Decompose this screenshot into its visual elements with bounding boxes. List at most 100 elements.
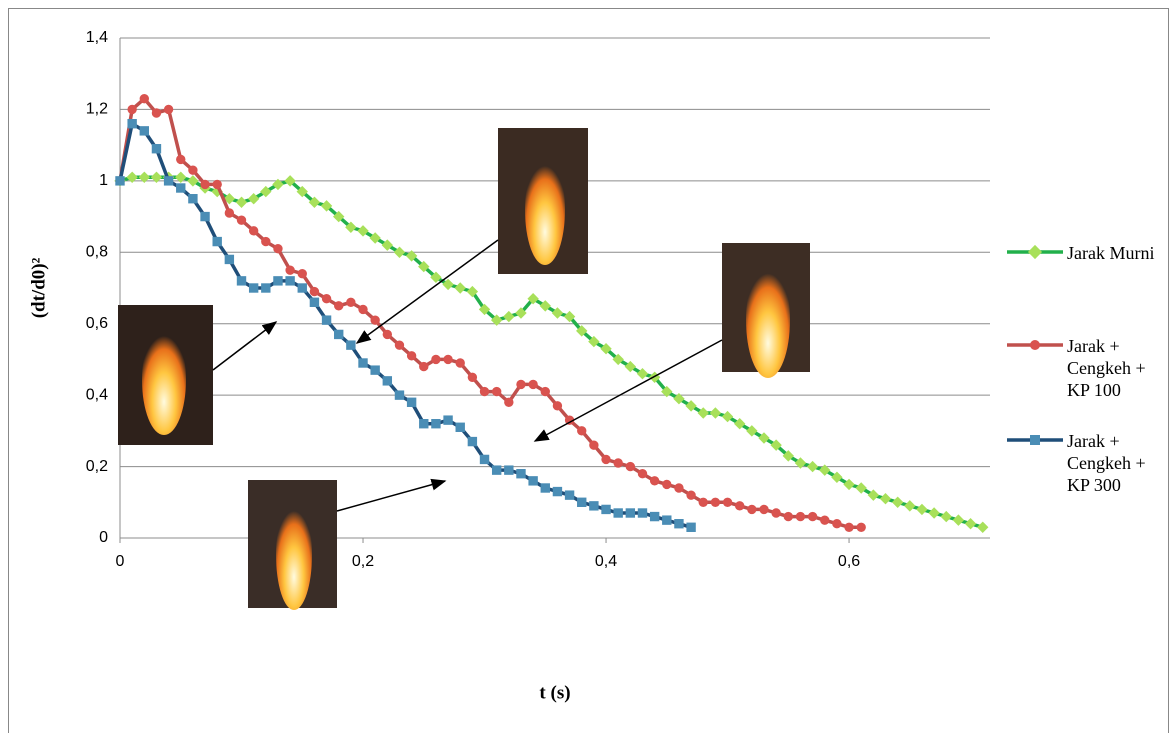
data-point xyxy=(249,284,257,292)
data-point xyxy=(468,373,476,381)
data-point xyxy=(638,470,646,478)
data-point xyxy=(298,284,306,292)
data-point xyxy=(201,212,209,220)
legend-label: Jarak + Cengkeh + KP 300 xyxy=(1067,430,1167,496)
data-point xyxy=(663,480,671,488)
data-point xyxy=(578,427,586,435)
data-point xyxy=(359,359,367,367)
y-tick-label: 0 xyxy=(99,529,108,546)
data-point xyxy=(383,377,391,385)
data-point xyxy=(529,477,537,485)
data-point xyxy=(395,391,403,399)
data-point xyxy=(274,245,282,253)
data-point xyxy=(420,420,428,428)
data-point xyxy=(808,512,816,520)
data-point xyxy=(723,498,731,506)
data-point xyxy=(760,505,768,513)
data-point xyxy=(553,402,561,410)
data-point xyxy=(808,462,818,472)
data-point xyxy=(262,237,270,245)
data-point xyxy=(966,519,976,529)
data-point xyxy=(201,180,209,188)
data-point xyxy=(116,177,124,185)
data-point xyxy=(917,504,927,514)
data-point xyxy=(335,330,343,338)
data-point xyxy=(140,95,148,103)
data-point xyxy=(517,470,525,478)
data-point xyxy=(177,184,185,192)
data-point xyxy=(893,497,903,507)
data-point xyxy=(505,398,513,406)
data-point xyxy=(675,484,683,492)
data-point xyxy=(274,277,282,285)
data-point xyxy=(504,312,514,322)
data-point xyxy=(663,516,671,524)
data-point xyxy=(237,197,247,207)
data-point xyxy=(322,295,330,303)
y-tick-label: 0,8 xyxy=(86,244,108,261)
data-point xyxy=(432,355,440,363)
data-point xyxy=(347,298,355,306)
data-point xyxy=(857,523,865,531)
data-point xyxy=(420,362,428,370)
data-point xyxy=(128,105,136,113)
x-tick-label: 0,4 xyxy=(595,553,617,570)
legend-entry: Jarak Murni xyxy=(1005,242,1065,267)
data-point xyxy=(748,505,756,513)
data-point xyxy=(213,180,221,188)
data-point xyxy=(687,491,695,499)
page: 00,20,40,60,811,21,400,20,40,6 t (s) (dt… xyxy=(0,0,1169,733)
data-point xyxy=(383,330,391,338)
data-point xyxy=(553,487,561,495)
data-point xyxy=(249,227,257,235)
data-point xyxy=(784,512,792,520)
data-point xyxy=(905,501,915,511)
y-tick-label: 1,4 xyxy=(86,29,108,46)
data-point xyxy=(395,341,403,349)
data-point xyxy=(128,120,136,128)
data-point xyxy=(322,316,330,324)
y-axis-title: (dt/d0)² xyxy=(28,257,49,318)
x-axis-title: t (s) xyxy=(539,682,570,703)
data-point xyxy=(189,166,197,174)
data-point xyxy=(650,512,658,520)
x-tick-label: 0,2 xyxy=(352,553,374,570)
data-point xyxy=(699,498,707,506)
data-point xyxy=(529,380,537,388)
legend-label: Jarak + Cengkeh + KP 100 xyxy=(1067,335,1167,401)
data-point xyxy=(152,145,160,153)
y-tick-label: 0,6 xyxy=(86,315,108,332)
data-point xyxy=(164,177,172,185)
data-point xyxy=(432,420,440,428)
data-point xyxy=(468,437,476,445)
data-point xyxy=(833,520,841,528)
data-point xyxy=(407,352,415,360)
data-point xyxy=(941,512,951,522)
legend-swatch xyxy=(1005,335,1065,355)
data-point xyxy=(164,105,172,113)
data-point xyxy=(444,416,452,424)
data-point xyxy=(310,287,318,295)
data-point xyxy=(177,155,185,163)
data-point xyxy=(407,398,415,406)
data-point xyxy=(845,523,853,531)
data-point xyxy=(213,237,221,245)
data-point xyxy=(492,387,500,395)
data-point xyxy=(480,455,488,463)
data-point xyxy=(614,509,622,517)
data-point xyxy=(590,441,598,449)
y-tick-label: 0,2 xyxy=(86,458,108,475)
data-point xyxy=(359,305,367,313)
data-point xyxy=(614,459,622,467)
data-point xyxy=(929,508,939,518)
data-point xyxy=(565,491,573,499)
data-point xyxy=(710,408,720,418)
data-point xyxy=(455,283,465,293)
data-point xyxy=(650,477,658,485)
chart: 00,20,40,60,811,21,400,20,40,6 t (s) (dt… xyxy=(0,0,1169,733)
data-point xyxy=(140,127,148,135)
legend-entry: Jarak + Cengkeh + KP 100 xyxy=(1005,335,1065,360)
x-tick-label: 0,6 xyxy=(838,553,860,570)
data-point xyxy=(590,502,598,510)
data-point xyxy=(480,387,488,395)
